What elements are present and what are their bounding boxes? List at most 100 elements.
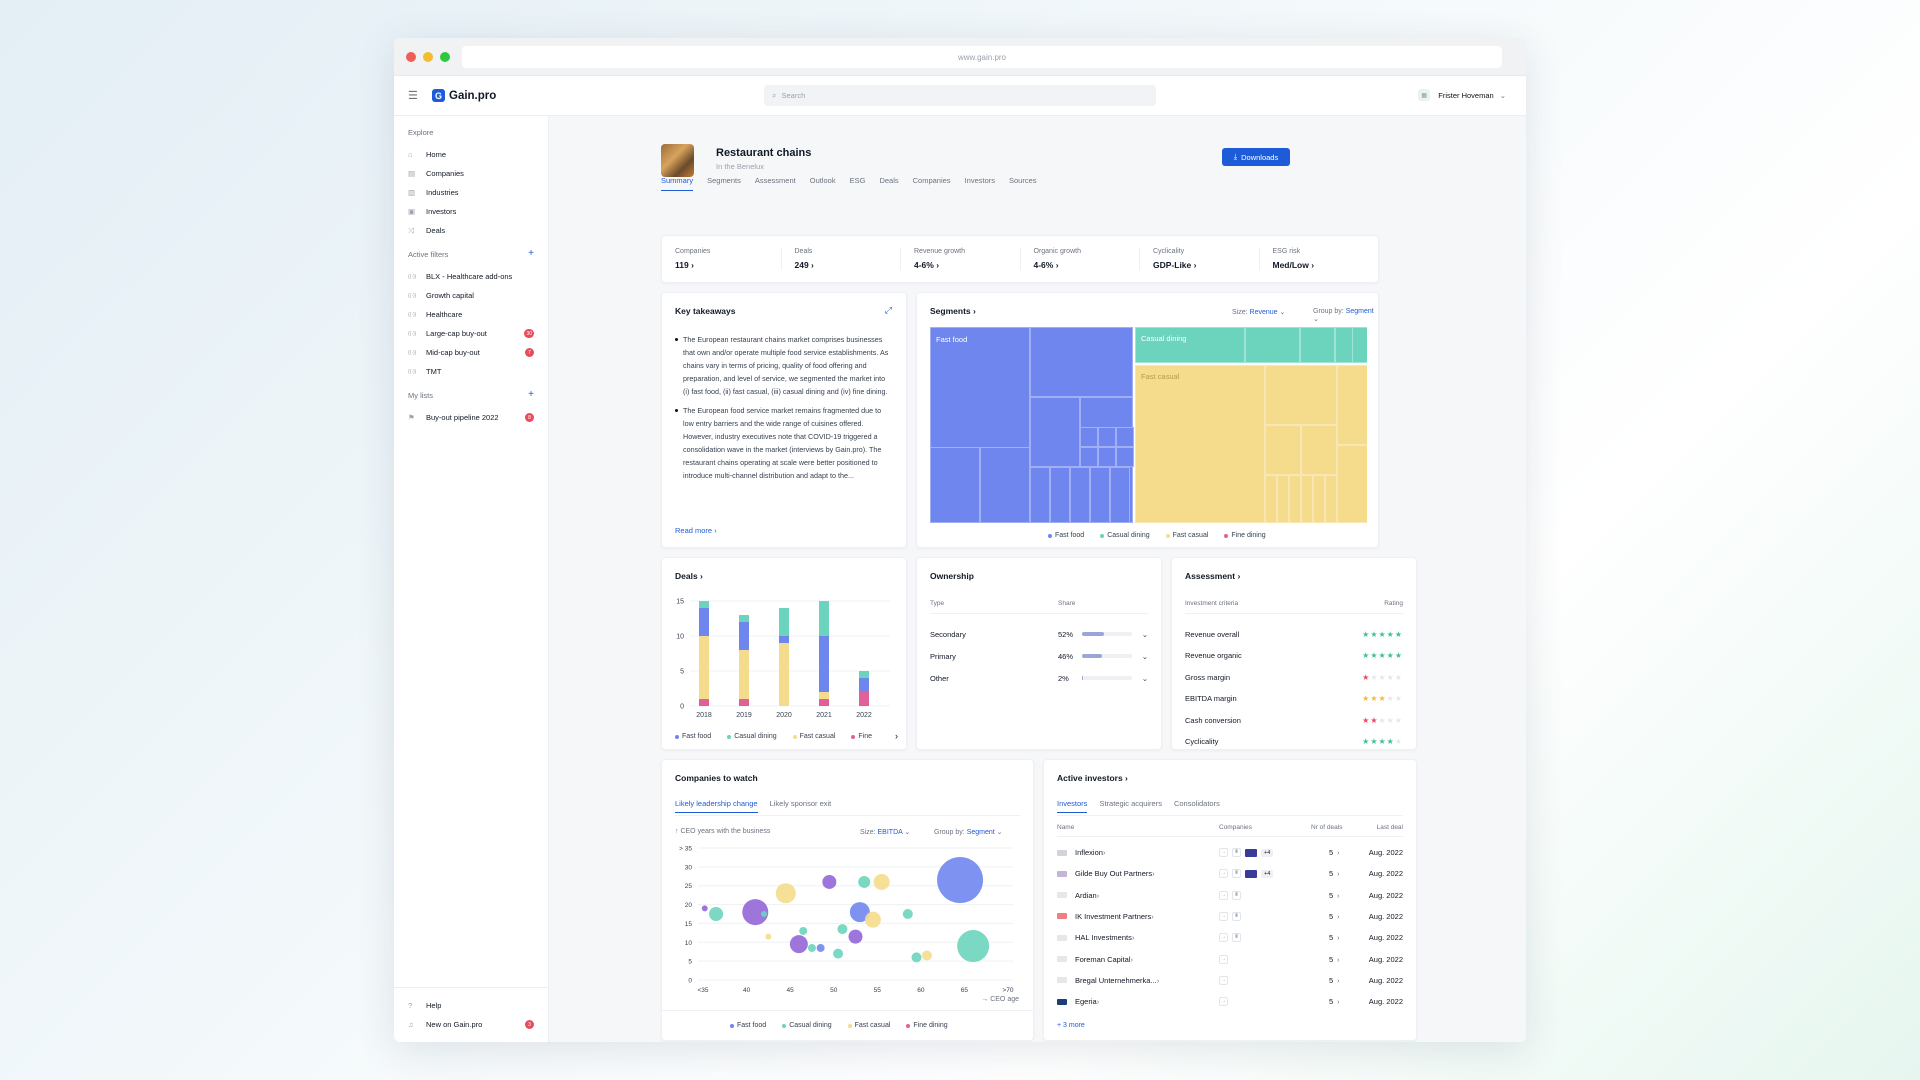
sidebar-item-companies[interactable]: ▤ Companies <box>408 164 534 183</box>
scatter-point[interactable] <box>742 899 769 926</box>
hamburger-icon[interactable]: ☰ <box>408 90 418 102</box>
tab-esg[interactable]: ESG <box>849 176 866 185</box>
legend-item[interactable]: Casual dining <box>727 733 784 740</box>
scatter-point[interactable] <box>799 926 808 935</box>
bar-segment[interactable] <box>859 692 869 706</box>
filter-item[interactable]: ((·)) BLX - Healthcare add-ons <box>408 267 534 286</box>
sidebar-item-home[interactable]: ⌂ Home <box>408 145 534 164</box>
ownership-row[interactable]: Secondary 52% ⌄ <box>930 624 1148 644</box>
company-logo[interactable]: → <box>1219 975 1228 985</box>
scatter-point[interactable] <box>807 943 816 952</box>
expand-icon[interactable]: ⤢ <box>884 305 892 315</box>
scatter-point[interactable] <box>816 943 825 952</box>
group-select[interactable]: Group by: Segment ⌄ <box>1313 308 1374 323</box>
company-logo[interactable] <box>1245 848 1257 857</box>
list-item[interactable]: ⚑ Buy-out pipeline 2022 8 <box>408 408 534 427</box>
company-logo[interactable]: → <box>1219 848 1228 857</box>
show-more-link[interactable]: + 3 more <box>1057 1022 1085 1029</box>
scatter-point[interactable] <box>858 875 871 888</box>
bar-segment[interactable] <box>699 699 709 706</box>
sidebar-item-help[interactable]: ? Help <box>408 996 534 1015</box>
bar-segment[interactable] <box>699 608 709 636</box>
assessment-row[interactable]: Revenue organic ★★★★★ <box>1185 646 1403 666</box>
tab-outlook[interactable]: Outlook <box>809 176 836 185</box>
segments-title[interactable]: Segments › <box>930 306 976 316</box>
sidebar-item-industries[interactable]: ▥ Industries <box>408 183 534 202</box>
size-select[interactable]: Size: Revenue ⌄ <box>1232 309 1286 316</box>
more-companies-badge[interactable]: +4 <box>1261 848 1274 857</box>
filter-item[interactable]: ((·)) Growth capital <box>408 286 534 305</box>
bar-segment[interactable] <box>739 699 749 706</box>
scatter-point[interactable] <box>937 857 984 904</box>
scatter-point[interactable] <box>864 911 881 928</box>
sidebar-item-investors[interactable]: ▣ Investors <box>408 202 534 221</box>
legend-item[interactable]: Fine <box>851 733 880 740</box>
bar-segment[interactable] <box>819 636 829 692</box>
deals-title[interactable]: Deals › <box>675 571 703 581</box>
legend-item[interactable]: Fast casual <box>792 733 844 740</box>
scatter-point[interactable] <box>765 933 772 940</box>
kpi-item[interactable]: Organic growth 4-6% › <box>1019 248 1140 270</box>
kpi-item[interactable]: Companies 119 › <box>662 248 781 270</box>
scatter-point[interactable] <box>873 873 890 890</box>
tab-deals[interactable]: Deals <box>879 176 899 185</box>
legend-item[interactable]: Casual dining <box>1100 532 1157 539</box>
investor-row[interactable]: Inflexion › → ♜ +4 5 › Aug. 2022 <box>1057 842 1403 863</box>
legend-item[interactable]: Fast casual <box>1165 532 1217 539</box>
investors-title[interactable]: Active investors › <box>1057 773 1128 783</box>
scatter-point[interactable] <box>902 909 913 919</box>
company-logo[interactable]: ♜ <box>1232 933 1241 943</box>
tab-sources[interactable]: Sources <box>1009 176 1037 185</box>
company-logo[interactable] <box>1245 869 1257 878</box>
bar-segment[interactable] <box>819 692 829 699</box>
assessment-row[interactable]: Revenue overall ★★★★★ <box>1185 624 1403 644</box>
scatter-point[interactable] <box>709 907 724 921</box>
filter-item[interactable]: ((·)) Mid-cap buy-out 7 <box>408 343 534 362</box>
search-input[interactable]: ⌕ Search <box>764 85 1156 106</box>
close-dot[interactable] <box>406 51 416 62</box>
legend-item[interactable]: Fast casual <box>847 1022 899 1029</box>
scatter-point[interactable] <box>701 905 708 912</box>
read-more-link[interactable]: Read more › <box>675 526 717 535</box>
legend-item[interactable]: Fast food <box>1048 532 1092 539</box>
bar-segment[interactable] <box>819 601 829 636</box>
company-logo[interactable]: → <box>1219 890 1228 900</box>
add-filter-icon[interactable]: + <box>528 248 534 259</box>
scatter-point[interactable] <box>761 911 767 917</box>
assessment-row[interactable]: EBITDA margin ★★★★★ <box>1185 689 1403 709</box>
tab-summary[interactable]: Summary <box>661 176 694 191</box>
bar-segment[interactable] <box>739 615 749 622</box>
bar-segment[interactable] <box>739 622 749 650</box>
scatter-point[interactable] <box>837 924 848 935</box>
company-logo[interactable]: ♜ <box>1232 869 1241 879</box>
bar-segment[interactable] <box>779 608 789 636</box>
legend-item[interactable]: Fast food <box>675 733 719 740</box>
url-bar[interactable]: www.gain.pro <box>462 46 1502 68</box>
scatter-point[interactable] <box>775 883 796 904</box>
investor-row[interactable]: HAL Investments › → ♜ 5 › Aug. 2022 <box>1057 927 1403 948</box>
scatter-point[interactable] <box>911 952 922 963</box>
filter-item[interactable]: ((·)) TMT <box>408 362 534 381</box>
kpi-item[interactable]: ESG risk Med/Low › <box>1258 248 1379 270</box>
scatter-point[interactable] <box>849 902 870 923</box>
scatter-point[interactable] <box>957 930 990 963</box>
investor-row[interactable]: IK Investment Partners › → ♜ 5 › Aug. 2022 <box>1057 906 1403 927</box>
investor-row[interactable]: Gilde Buy Out Partners › → ♜ +4 5 › Aug. 2022 <box>1057 863 1403 884</box>
assessment-row[interactable]: Gross margin ★★★★★ <box>1185 667 1403 687</box>
kpi-item[interactable]: Cyclicality GDP-Like › <box>1139 248 1259 270</box>
ebitda-size-select[interactable]: Size: EBITDA ⌄ <box>860 829 911 836</box>
company-logo[interactable]: → <box>1219 954 1228 964</box>
sidebar-item-deals[interactable]: ⤨ Deals <box>408 221 534 240</box>
company-logo[interactable]: ♜ <box>1232 911 1241 921</box>
logo[interactable]: G Gain.pro <box>432 89 496 102</box>
scatter-point[interactable] <box>822 874 837 889</box>
ownership-row[interactable]: Other 2% ⌄ <box>930 668 1148 688</box>
company-logo[interactable]: → <box>1219 869 1228 879</box>
tab-consolidators[interactable]: Consolidators <box>1173 799 1220 808</box>
kpi-item[interactable]: Revenue growth 4-6% › <box>900 248 1020 270</box>
chevron-down-icon[interactable]: ⌄ <box>1141 673 1148 683</box>
filter-item[interactable]: ((·)) Large-cap buy-out 30 <box>408 324 534 343</box>
bar-segment[interactable] <box>779 643 789 706</box>
investor-row[interactable]: Egeria › → 5 › Aug. 2022 <box>1057 991 1403 1012</box>
investor-row[interactable]: Ardian › → ♜ 5 › Aug. 2022 <box>1057 885 1403 906</box>
